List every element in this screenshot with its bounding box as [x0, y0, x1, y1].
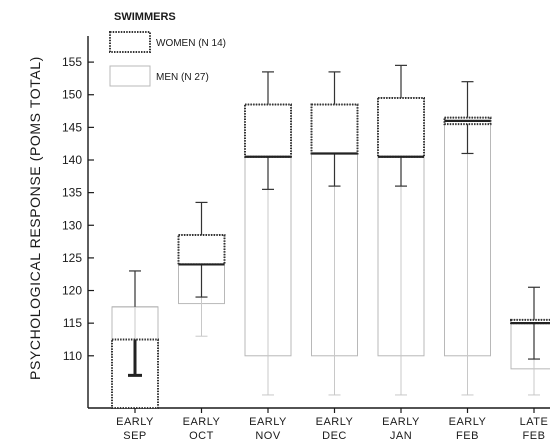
x-tick-label: LATE FEB	[520, 416, 549, 442]
legend: SWIMMERS WOMEN (N 14) MEN (N 27)	[109, 11, 226, 87]
x-tick-label: EARLY NOV	[249, 416, 287, 442]
y-tick-label: 155	[62, 55, 82, 69]
y-tick-label: 130	[62, 218, 82, 232]
x-tick-label: EARLY SEP	[116, 416, 154, 442]
women-box	[377, 97, 425, 158]
women-boxes	[111, 64, 550, 410]
y-tick-label: 150	[62, 88, 82, 102]
y-tick-label: 110	[63, 349, 82, 363]
y-tick-label: 115	[63, 316, 82, 330]
x-tick-label: EARLY DEC	[316, 416, 354, 442]
women-box	[177, 234, 226, 266]
men-box	[510, 319, 550, 370]
legend-swatch-women	[109, 31, 151, 53]
y-tick-label: 125	[62, 251, 82, 265]
y-axis-label: PSYCHOLOGICAL RESPONSE (POMS TOTAL)	[27, 56, 43, 380]
x-tick-label: EARLY OCT	[183, 416, 221, 442]
legend-label-women: WOMEN (N 14)	[156, 38, 226, 49]
x-tick-label: EARLY FEB	[449, 416, 487, 442]
y-tick-label: 135	[62, 186, 82, 200]
legend-title: SWIMMERS	[114, 11, 176, 23]
y-tick-label: 140	[62, 153, 82, 167]
legend-label-men: MEN (N 27)	[156, 72, 209, 83]
y-tick-label: 120	[62, 284, 82, 298]
category-labels: EARLY SEP EARLY OCT EARLY NOV EARLY DEC EARLY JAN…	[116, 408, 548, 442]
women-box	[510, 318, 550, 325]
x-tick-label: EARLY JAN	[382, 416, 420, 442]
y-ticks: 110 115 120 125 130 135 140 145 150 155	[62, 55, 94, 363]
legend-swatch-men	[109, 65, 151, 87]
women-box	[244, 103, 292, 158]
women-box	[310, 103, 359, 155]
y-tick-label: 145	[62, 120, 82, 134]
